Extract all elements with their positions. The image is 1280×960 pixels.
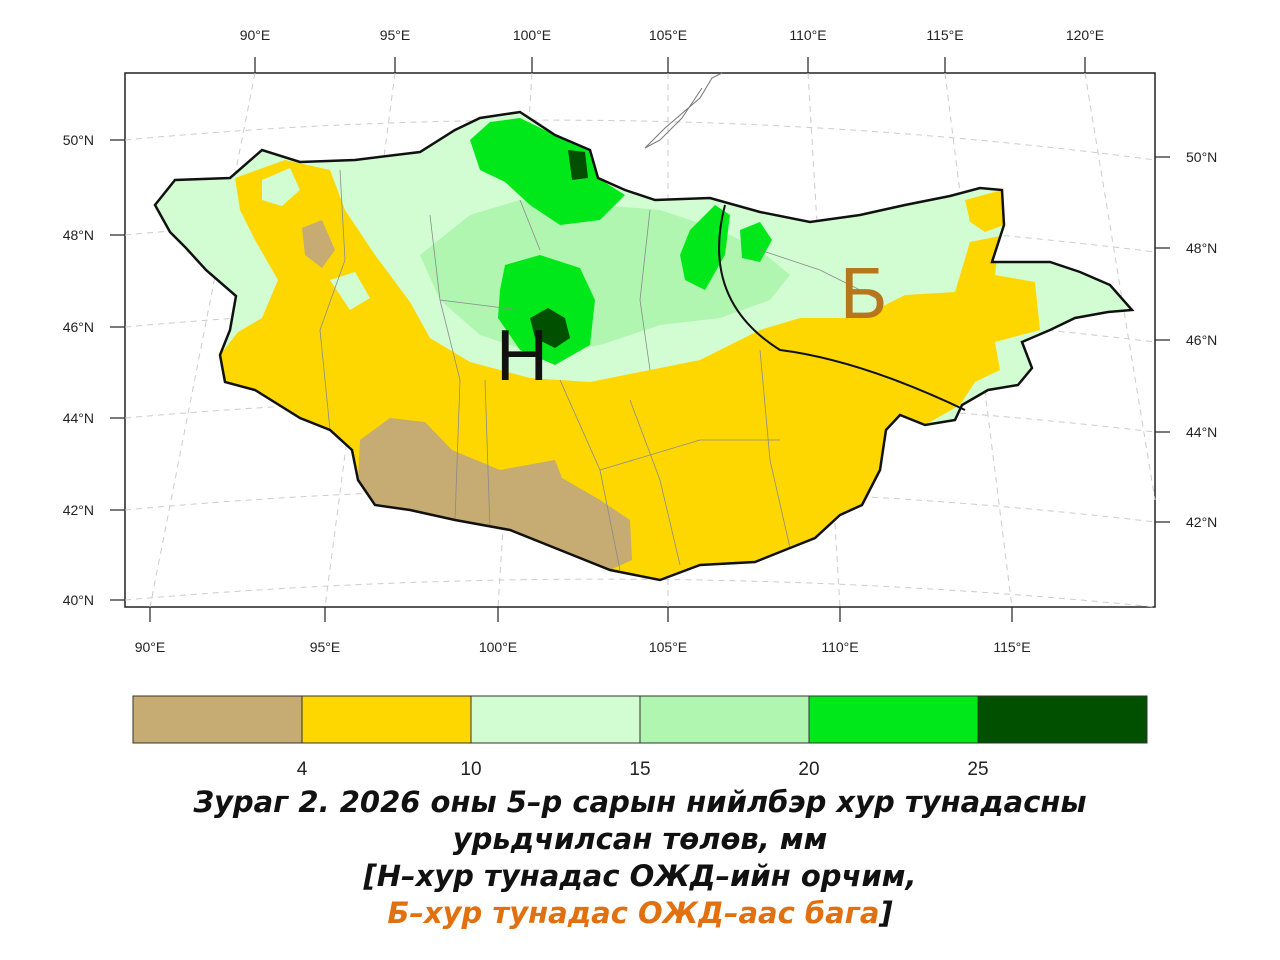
bottom-tick-label: 115°E [993, 639, 1030, 655]
caption-bracket: ] [879, 896, 893, 930]
left-tick-label: 50°N [63, 132, 94, 148]
bottom-tick-label: 100°E [479, 639, 517, 655]
colorbar: 4 10 15 20 25 [132, 695, 1148, 780]
near-normal-zone-letter: Н [496, 316, 548, 396]
caption-orange-text: Б–хур тунадас ОЖД–аас бага [387, 896, 880, 930]
bottom-tick-label: 105°E [649, 639, 687, 655]
bottom-tick-label: 95°E [310, 639, 341, 655]
caption-line-4: Б–хур тунадас ОЖД–аас бага] [0, 895, 1280, 932]
caption-line-3: [Н–хур тунадас ОЖД–ийн орчим, [363, 859, 917, 893]
colorbar-boundary-label: 4 [297, 759, 308, 780]
right-tick-label: 42°N [1186, 514, 1217, 530]
right-tick-label: 44°N [1186, 424, 1217, 440]
bottom-tick-label: 110°E [821, 639, 858, 655]
top-tick-label: 90°E [240, 27, 271, 43]
caption-line-1: Зураг 2. 2026 оны 5–р сарын нийлбэр хур … [193, 785, 1087, 819]
right-tick-label: 46°N [1186, 332, 1217, 348]
colorbar-bin [639, 695, 810, 744]
colorbar-bin [470, 695, 641, 744]
colorbar-boundary-label: 20 [798, 759, 819, 780]
colorbar-bin [132, 695, 303, 744]
colorbar-bin [301, 695, 472, 744]
right-tick-label: 50°N [1186, 149, 1217, 165]
right-tick-label: 48°N [1186, 240, 1217, 256]
left-tick-label: 46°N [63, 319, 94, 335]
top-tick-label: 115°E [926, 27, 963, 43]
colorbar-boundary-label: 15 [629, 759, 650, 780]
caption-line-2: урьдчилсан төлөв, мм [452, 822, 828, 856]
colorbar-boundary-label: 25 [967, 759, 988, 780]
colorbar-bin [808, 695, 979, 744]
bottom-longitude-axis: 90°E 95°E 100°E 105°E 110°E 115°E [135, 607, 1031, 655]
top-tick-label: 95°E [380, 27, 411, 43]
neighbor-border-lines [644, 72, 723, 149]
top-tick-label: 120°E [1066, 27, 1104, 43]
left-latitude-axis: 50°N 48°N 46°N 44°N 42°N 40°N [63, 132, 125, 608]
right-latitude-axis: 50°N 48°N 46°N 44°N 42°N [1155, 149, 1217, 530]
colorbar-bin [977, 695, 1148, 744]
colorbar-boundary-label: 10 [460, 759, 481, 780]
bottom-tick-label: 90°E [135, 639, 166, 655]
top-longitude-axis: 90°E 95°E 100°E 105°E 110°E 115°E 120°E [240, 27, 1104, 73]
below-normal-zone-letter: Б [840, 254, 887, 334]
top-tick-label: 110°E [789, 27, 826, 43]
zone-dividing-line [718, 204, 966, 411]
left-tick-label: 40°N [63, 592, 94, 608]
province-boundaries [319, 169, 881, 571]
figure-caption: Зураг 2. 2026 оны 5–р сарын нийлбэр хур … [0, 784, 1280, 932]
left-tick-label: 44°N [63, 410, 94, 426]
left-tick-label: 42°N [63, 502, 94, 518]
left-tick-label: 48°N [63, 227, 94, 243]
top-tick-label: 100°E [513, 27, 551, 43]
top-tick-label: 105°E [649, 27, 687, 43]
mongolia-outline [153, 110, 1135, 582]
